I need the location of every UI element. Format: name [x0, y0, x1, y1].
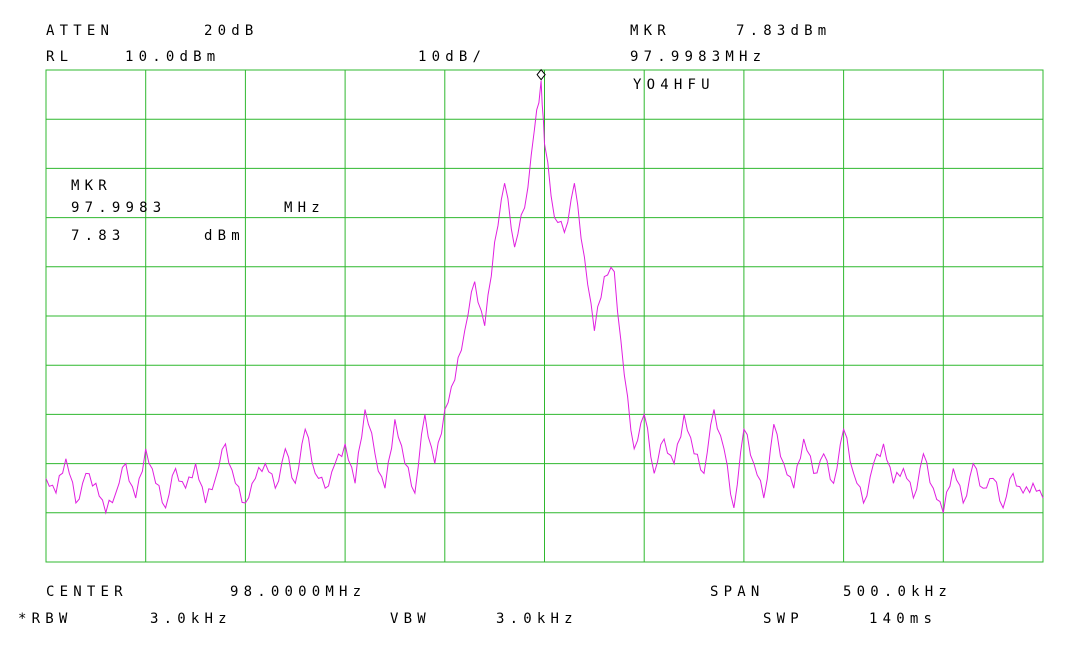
- ref-level-label: RL: [46, 49, 74, 65]
- marker-box-amplitude: 7.83: [71, 228, 126, 244]
- vbw-value: 3.0kHz: [496, 611, 578, 627]
- callsign: YO4HFU: [633, 77, 715, 93]
- marker-diamond-icon: [536, 68, 546, 81]
- marker-box-label: MKR: [71, 178, 112, 194]
- span-label: SPAN: [710, 584, 765, 600]
- atten-value: 20dB: [204, 23, 259, 39]
- scale-per-division: 10dB/: [418, 49, 487, 65]
- marker-box-frequency-unit: MHz: [284, 200, 325, 216]
- sweep-label: SWP: [763, 611, 804, 627]
- span-value: 500.0kHz: [843, 584, 953, 600]
- spectrum-trace: [45, 80, 1044, 515]
- ref-level-value: 10.0dBm: [125, 49, 221, 65]
- marker-box-frequency: 97.9983: [71, 200, 167, 216]
- marker-label: MKR: [630, 23, 671, 39]
- plot-grid: [45, 69, 1044, 563]
- rbw-label: *RBW: [18, 611, 73, 627]
- sweep-time: 140ms: [869, 611, 938, 627]
- marker-frequency: 97.9983MHz: [630, 49, 767, 65]
- atten-label: ATTEN: [46, 23, 115, 39]
- vbw-label: VBW: [390, 611, 431, 627]
- marker-amplitude: 7.83dBm: [736, 23, 832, 39]
- center-frequency: 98.0000MHz: [230, 584, 367, 600]
- rbw-value: 3.0kHz: [150, 611, 232, 627]
- center-label: CENTER: [46, 584, 128, 600]
- marker-box-amplitude-unit: dBm: [204, 228, 245, 244]
